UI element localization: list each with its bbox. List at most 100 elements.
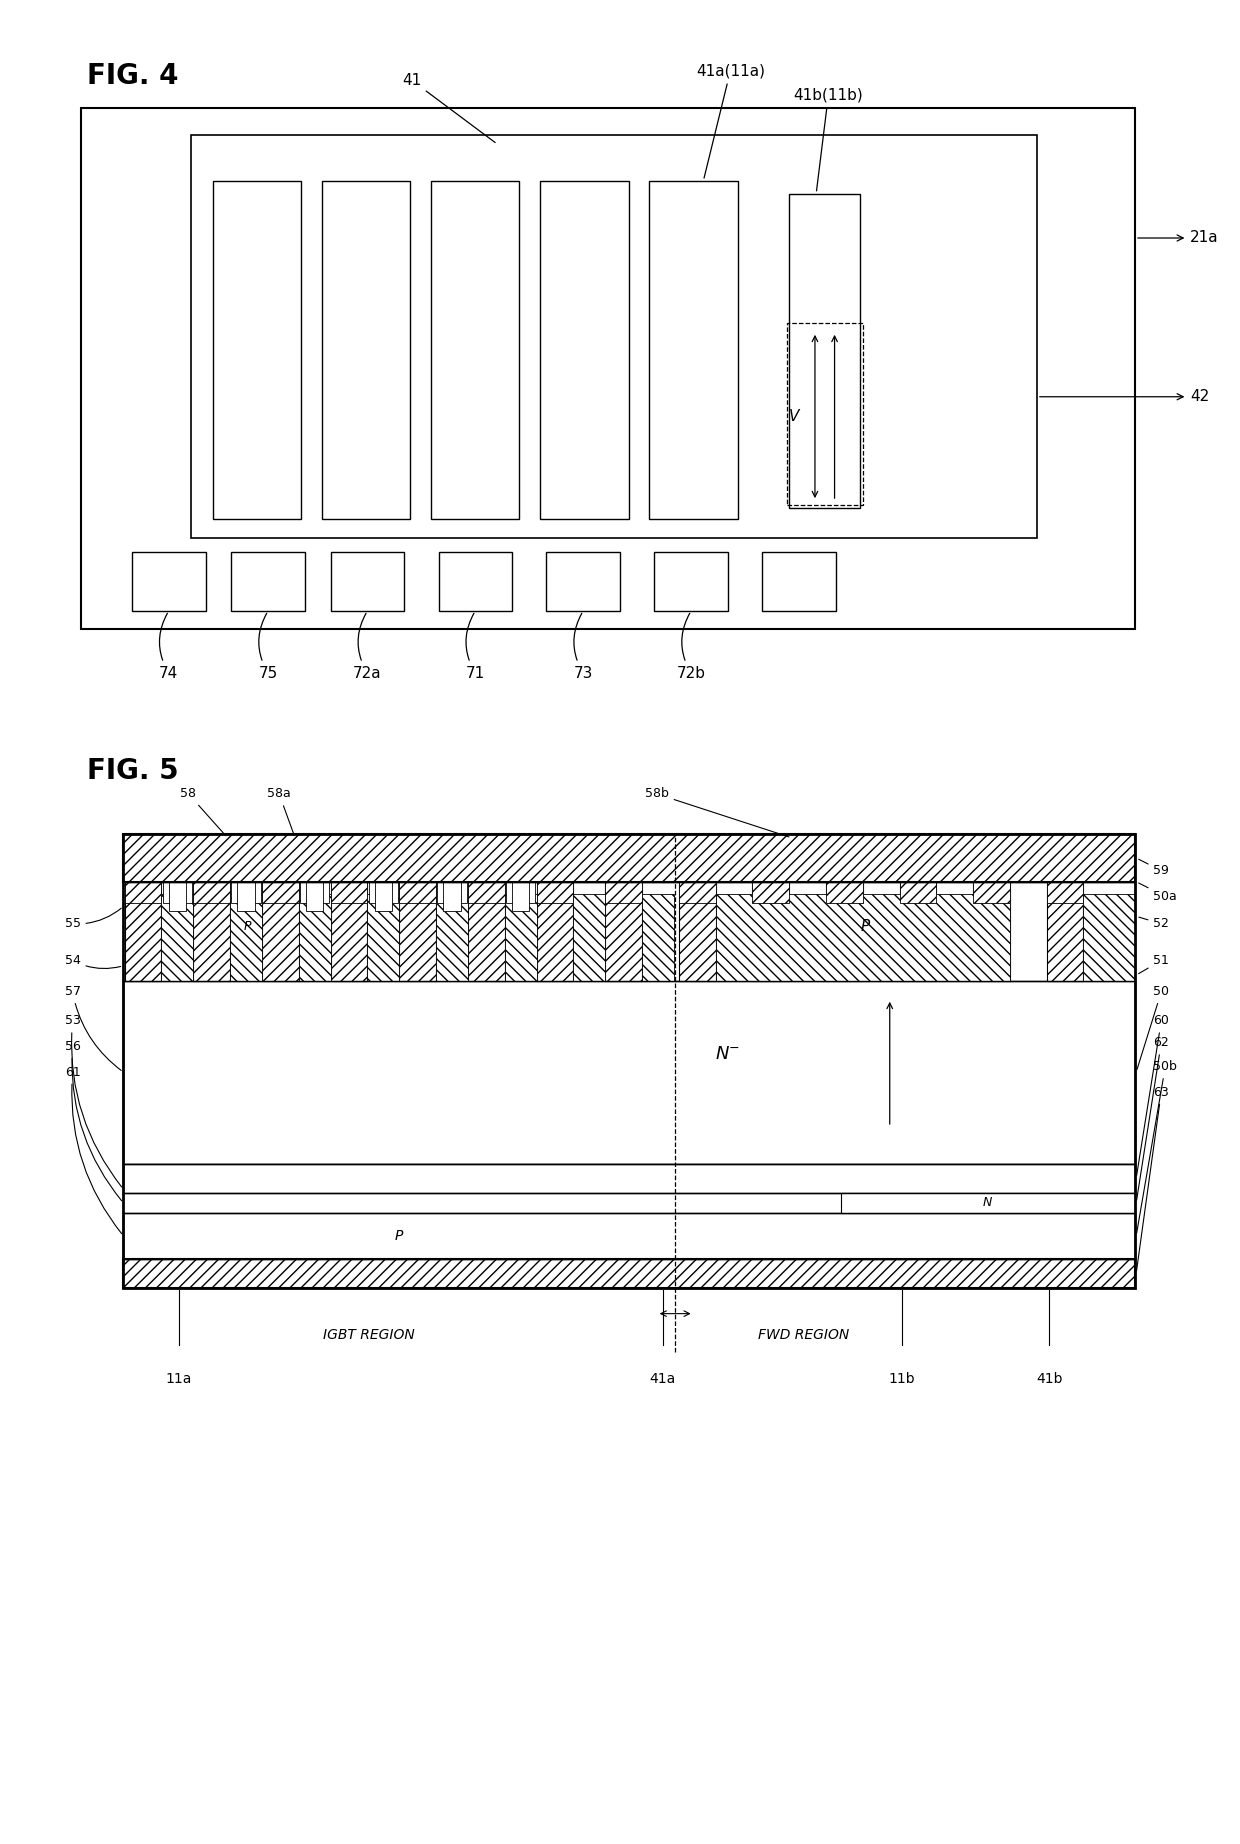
Text: P: P [396, 1228, 403, 1243]
Bar [232, 553, 305, 610]
Bar [973, 881, 1009, 981]
Bar [169, 881, 186, 911]
Bar [262, 881, 299, 904]
Bar [124, 833, 1135, 1287]
Bar [573, 894, 605, 981]
Bar [322, 181, 410, 520]
Text: 41b(11b): 41b(11b) [794, 87, 863, 192]
Text: N$^{+}$: N$^{+}$ [384, 881, 402, 896]
Bar [237, 881, 254, 911]
Bar [384, 881, 398, 904]
Text: 11b: 11b [889, 1372, 915, 1387]
Bar [368, 881, 382, 904]
Bar [547, 553, 620, 610]
Text: IGBT REGION: IGBT REGION [322, 1328, 414, 1342]
Text: 56: 56 [64, 1040, 122, 1200]
Text: 50a: 50a [1138, 883, 1177, 904]
Text: N: N [983, 1197, 992, 1210]
Bar [316, 881, 330, 904]
Bar [753, 881, 789, 904]
Bar [605, 881, 642, 981]
Bar [512, 881, 529, 911]
Text: P: P [861, 918, 869, 933]
Text: 63: 63 [1137, 1086, 1169, 1271]
Bar [1047, 881, 1084, 981]
Bar [124, 833, 1135, 881]
Bar [789, 194, 861, 509]
Bar [124, 1213, 1135, 1259]
Bar [432, 181, 520, 520]
Text: 50b: 50b [1137, 1060, 1177, 1234]
Bar [1084, 894, 1135, 981]
Bar [193, 881, 231, 904]
Bar [399, 881, 436, 981]
Bar [179, 881, 192, 904]
Text: V: V [789, 409, 800, 424]
Bar [444, 881, 460, 911]
Bar [399, 881, 436, 904]
Text: 72a: 72a [353, 614, 382, 680]
Bar [678, 881, 715, 904]
Text: 54: 54 [64, 953, 120, 968]
Text: 75: 75 [258, 614, 278, 680]
Bar [841, 1193, 1135, 1213]
Text: 51: 51 [1138, 953, 1169, 974]
Bar [306, 881, 324, 911]
Bar [899, 881, 936, 904]
Bar [213, 181, 301, 520]
Bar [650, 181, 738, 520]
Bar [367, 894, 399, 981]
Text: 53: 53 [64, 1014, 122, 1188]
Text: 58b: 58b [645, 787, 789, 837]
Text: FWD REGION: FWD REGION [759, 1328, 849, 1342]
Text: 58a: 58a [268, 787, 294, 835]
Bar [715, 894, 1009, 981]
Text: 59: 59 [1138, 859, 1169, 878]
Bar [81, 107, 1135, 629]
Bar [1047, 881, 1084, 904]
Bar [541, 181, 629, 520]
Bar [231, 894, 262, 981]
Bar [438, 881, 451, 904]
Bar [605, 881, 642, 904]
Text: 41b: 41b [1035, 1372, 1063, 1387]
Bar [331, 553, 404, 610]
Text: 50: 50 [1137, 985, 1169, 1070]
Bar [193, 881, 231, 981]
Text: 72b: 72b [677, 614, 706, 680]
Bar [505, 894, 537, 981]
Text: 42: 42 [1039, 389, 1209, 404]
Text: 41: 41 [402, 72, 495, 142]
Bar [826, 881, 863, 904]
Text: 73: 73 [574, 614, 593, 680]
Bar [537, 881, 573, 981]
Bar [162, 881, 176, 904]
Bar [467, 881, 505, 981]
Text: 71: 71 [466, 614, 485, 680]
Bar [124, 881, 1135, 981]
Text: 57: 57 [64, 985, 122, 1070]
Bar [247, 881, 260, 904]
Text: 41a: 41a [650, 1372, 676, 1387]
Text: 61: 61 [64, 1066, 122, 1234]
Bar [131, 553, 206, 610]
Bar [124, 981, 1135, 1164]
Bar [537, 881, 573, 904]
Bar [331, 881, 367, 981]
Text: 55: 55 [64, 909, 122, 931]
Text: 11a: 11a [165, 1372, 192, 1387]
Text: 58: 58 [180, 787, 226, 835]
Bar [125, 881, 161, 904]
Text: FIG. 5: FIG. 5 [87, 758, 179, 786]
Bar [124, 1164, 1135, 1193]
Bar [522, 881, 536, 904]
Text: 60: 60 [1137, 1014, 1169, 1175]
Bar [436, 894, 467, 981]
Text: 21a: 21a [1138, 230, 1219, 245]
Bar [763, 553, 836, 610]
Text: N$^{-}$: N$^{-}$ [714, 1046, 740, 1062]
Bar [299, 894, 331, 981]
Bar [191, 135, 1037, 538]
Bar [786, 323, 863, 505]
Bar [439, 553, 512, 610]
